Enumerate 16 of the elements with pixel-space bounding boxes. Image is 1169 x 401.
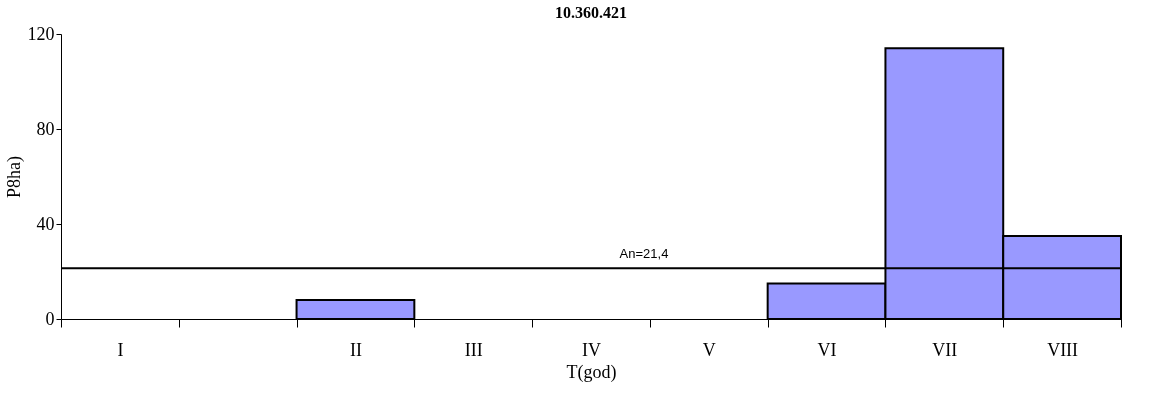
y-tick-label: 0 [45, 308, 55, 329]
x-tick-label: VIII [1047, 339, 1079, 360]
x-tick-label: V [702, 339, 716, 360]
x-tick-label: VII [932, 339, 958, 360]
y-axis-title: P8ha) [3, 156, 25, 198]
x-tick-label: VI [817, 339, 837, 360]
x-axis-title: T(god) [566, 361, 617, 383]
x-tick-label: IV [582, 339, 601, 360]
y-tick-label: 40 [36, 213, 55, 234]
x-tick-label: I [117, 339, 124, 360]
ref-line-label: An=21,4 [619, 246, 669, 262]
x-tick-label: III [464, 339, 483, 360]
y-tick-label: 80 [36, 118, 55, 139]
x-tick-label: II [349, 339, 362, 360]
y-tick-label: 120 [27, 23, 55, 44]
chart-title: 10.360.421 [555, 4, 627, 21]
